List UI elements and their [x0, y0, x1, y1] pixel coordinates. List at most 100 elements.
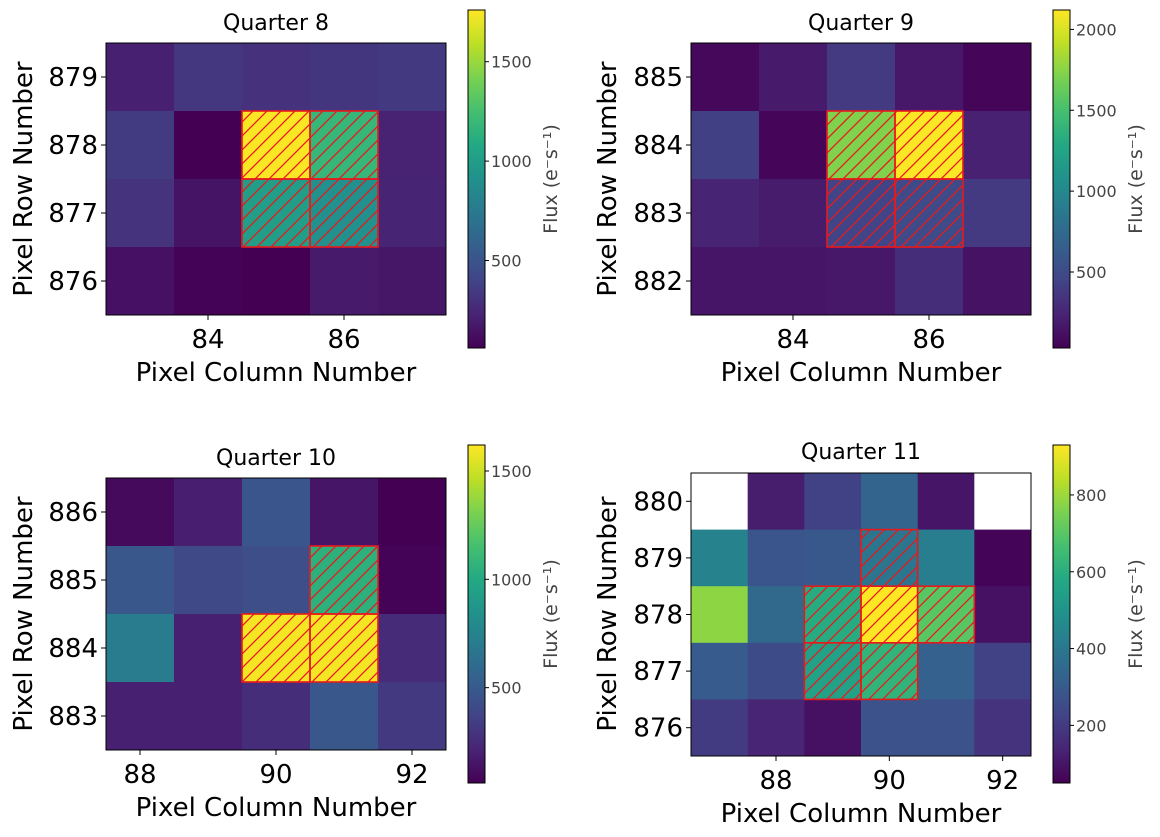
panel-quarter-11: Quarter 11 88 90 92 876 877 878 879 880 Pixel … [593, 440, 1147, 829]
heatmap-cell [895, 43, 964, 112]
heatmap-cell [174, 179, 243, 248]
x-axis-label: Pixel Column Number [136, 358, 417, 388]
aperture-hatch [895, 111, 963, 179]
heatmap-cell [174, 247, 243, 316]
heatmap-cells [691, 43, 1032, 316]
heatmap-cell [174, 478, 243, 547]
heatmap-cell [963, 179, 1032, 248]
heatmap-cell [974, 699, 1032, 757]
x-tick-label: 90 [873, 766, 906, 796]
colorbar-ticks: 500 1000 1500 2000 [1070, 20, 1117, 282]
colorbar [1052, 9, 1071, 349]
heatmap-cell [827, 43, 896, 112]
colorbar-tick-label: 800 [1076, 486, 1107, 505]
aperture-mask [826, 110, 964, 248]
heatmap-cell [974, 586, 1032, 644]
y-tick-label: 877 [48, 199, 98, 229]
colorbar-tick-label: 500 [491, 679, 522, 698]
colorbar-label: Flux (e⁻s⁻¹) [1125, 124, 1147, 234]
heatmap-cell [242, 682, 311, 751]
heatmap-cell [378, 478, 447, 547]
heatmap-cell [747, 473, 805, 531]
heatmap-cell [691, 642, 749, 700]
aperture-hatch [310, 614, 378, 682]
heatmap-cell [747, 642, 805, 700]
aperture-outline [916, 585, 976, 644]
colorbar-label: Flux (e⁻s⁻¹) [540, 559, 562, 669]
heatmap-cell [378, 546, 447, 615]
heatmap-cell [378, 682, 447, 751]
heatmap-cell [963, 43, 1032, 112]
y-tick-label: 882 [633, 267, 683, 297]
aperture-hatch [242, 614, 310, 682]
colorbar-tick-label: 2000 [1076, 20, 1117, 39]
heatmap-cell [747, 699, 805, 757]
aperture-hatch [310, 546, 378, 614]
heatmap-cell [378, 111, 447, 180]
colorbar [1052, 444, 1071, 784]
y-tick-label: 883 [48, 702, 98, 732]
aperture-mask [241, 545, 379, 683]
y-axis-ticks: 883 884 885 886 [48, 498, 106, 732]
y-tick-label: 876 [48, 267, 98, 297]
aperture-hatch [242, 111, 310, 179]
colorbar-tick-label: 1500 [491, 462, 532, 481]
y-axis-label: Pixel Row Number [593, 61, 623, 296]
y-axis-label: Pixel Row Number [9, 61, 39, 296]
x-tick-label: 92 [395, 760, 428, 790]
y-tick-label: 884 [633, 131, 683, 161]
heatmap-cell [974, 473, 1032, 531]
heatmap-cell [974, 529, 1032, 587]
panel-quarter-8: Quarter 8 84 86 876 877 878 879 Pixel Column… [9, 9, 562, 388]
heatmap-cell [917, 699, 975, 757]
heatmap-cell [378, 247, 447, 316]
y-tick-label: 877 [633, 657, 683, 687]
x-axis-label: Pixel Column Number [721, 799, 1002, 829]
heatmap-cell [106, 247, 175, 316]
heatmap-cell [174, 614, 243, 683]
colorbar-tick-label: 500 [1076, 263, 1107, 282]
heatmap-cell [378, 43, 447, 112]
colorbar-ticks: 500 1000 1500 [485, 462, 532, 698]
heatmap-cell [106, 43, 175, 112]
aperture-mask [803, 528, 976, 701]
y-axis-label: Pixel Row Number [9, 496, 39, 731]
heatmap-cell [827, 247, 896, 316]
colorbar-ticks: 500 1000 1500 [485, 53, 532, 271]
heatmap-cell [174, 546, 243, 615]
y-tick-label: 885 [633, 63, 683, 93]
x-axis-label: Pixel Column Number [721, 358, 1002, 388]
x-tick-label: 86 [327, 325, 360, 355]
aperture-hatch [310, 179, 378, 247]
panel-title: Quarter 8 [223, 11, 329, 36]
panel-title: Quarter 9 [808, 11, 914, 36]
heatmap-cell [106, 111, 175, 180]
colorbar-tick-label: 500 [491, 252, 522, 271]
heatmap-cell [963, 247, 1032, 316]
heatmap-cell [242, 478, 311, 547]
y-tick-label: 879 [633, 544, 683, 574]
heatmap-cell [759, 111, 828, 180]
heatmap-cell [747, 529, 805, 587]
colorbar-label: Flux (e⁻s⁻¹) [1125, 559, 1147, 669]
y-tick-label: 886 [48, 498, 98, 528]
heatmap-cell [106, 546, 175, 615]
colorbar-tick-label: 1000 [1076, 182, 1117, 201]
heatmap-cell [691, 179, 760, 248]
heatmap-cell [759, 43, 828, 112]
aperture-hatch [242, 179, 310, 247]
x-axis-ticks: 88 90 92 [759, 756, 1019, 796]
heatmap-cell [242, 43, 311, 112]
aperture-hatch [827, 111, 895, 179]
heatmap-cell [691, 586, 749, 644]
heatmap-cell [242, 546, 311, 615]
colorbar [467, 444, 486, 784]
heatmap-cell [691, 111, 760, 180]
x-tick-label: 84 [776, 325, 809, 355]
aperture-hatch [917, 586, 975, 643]
x-tick-label: 90 [259, 760, 292, 790]
aperture-outline [309, 178, 379, 248]
colorbar-tick-label: 1000 [491, 152, 532, 171]
heatmap-cell [691, 529, 749, 587]
heatmap-cell [310, 682, 379, 751]
